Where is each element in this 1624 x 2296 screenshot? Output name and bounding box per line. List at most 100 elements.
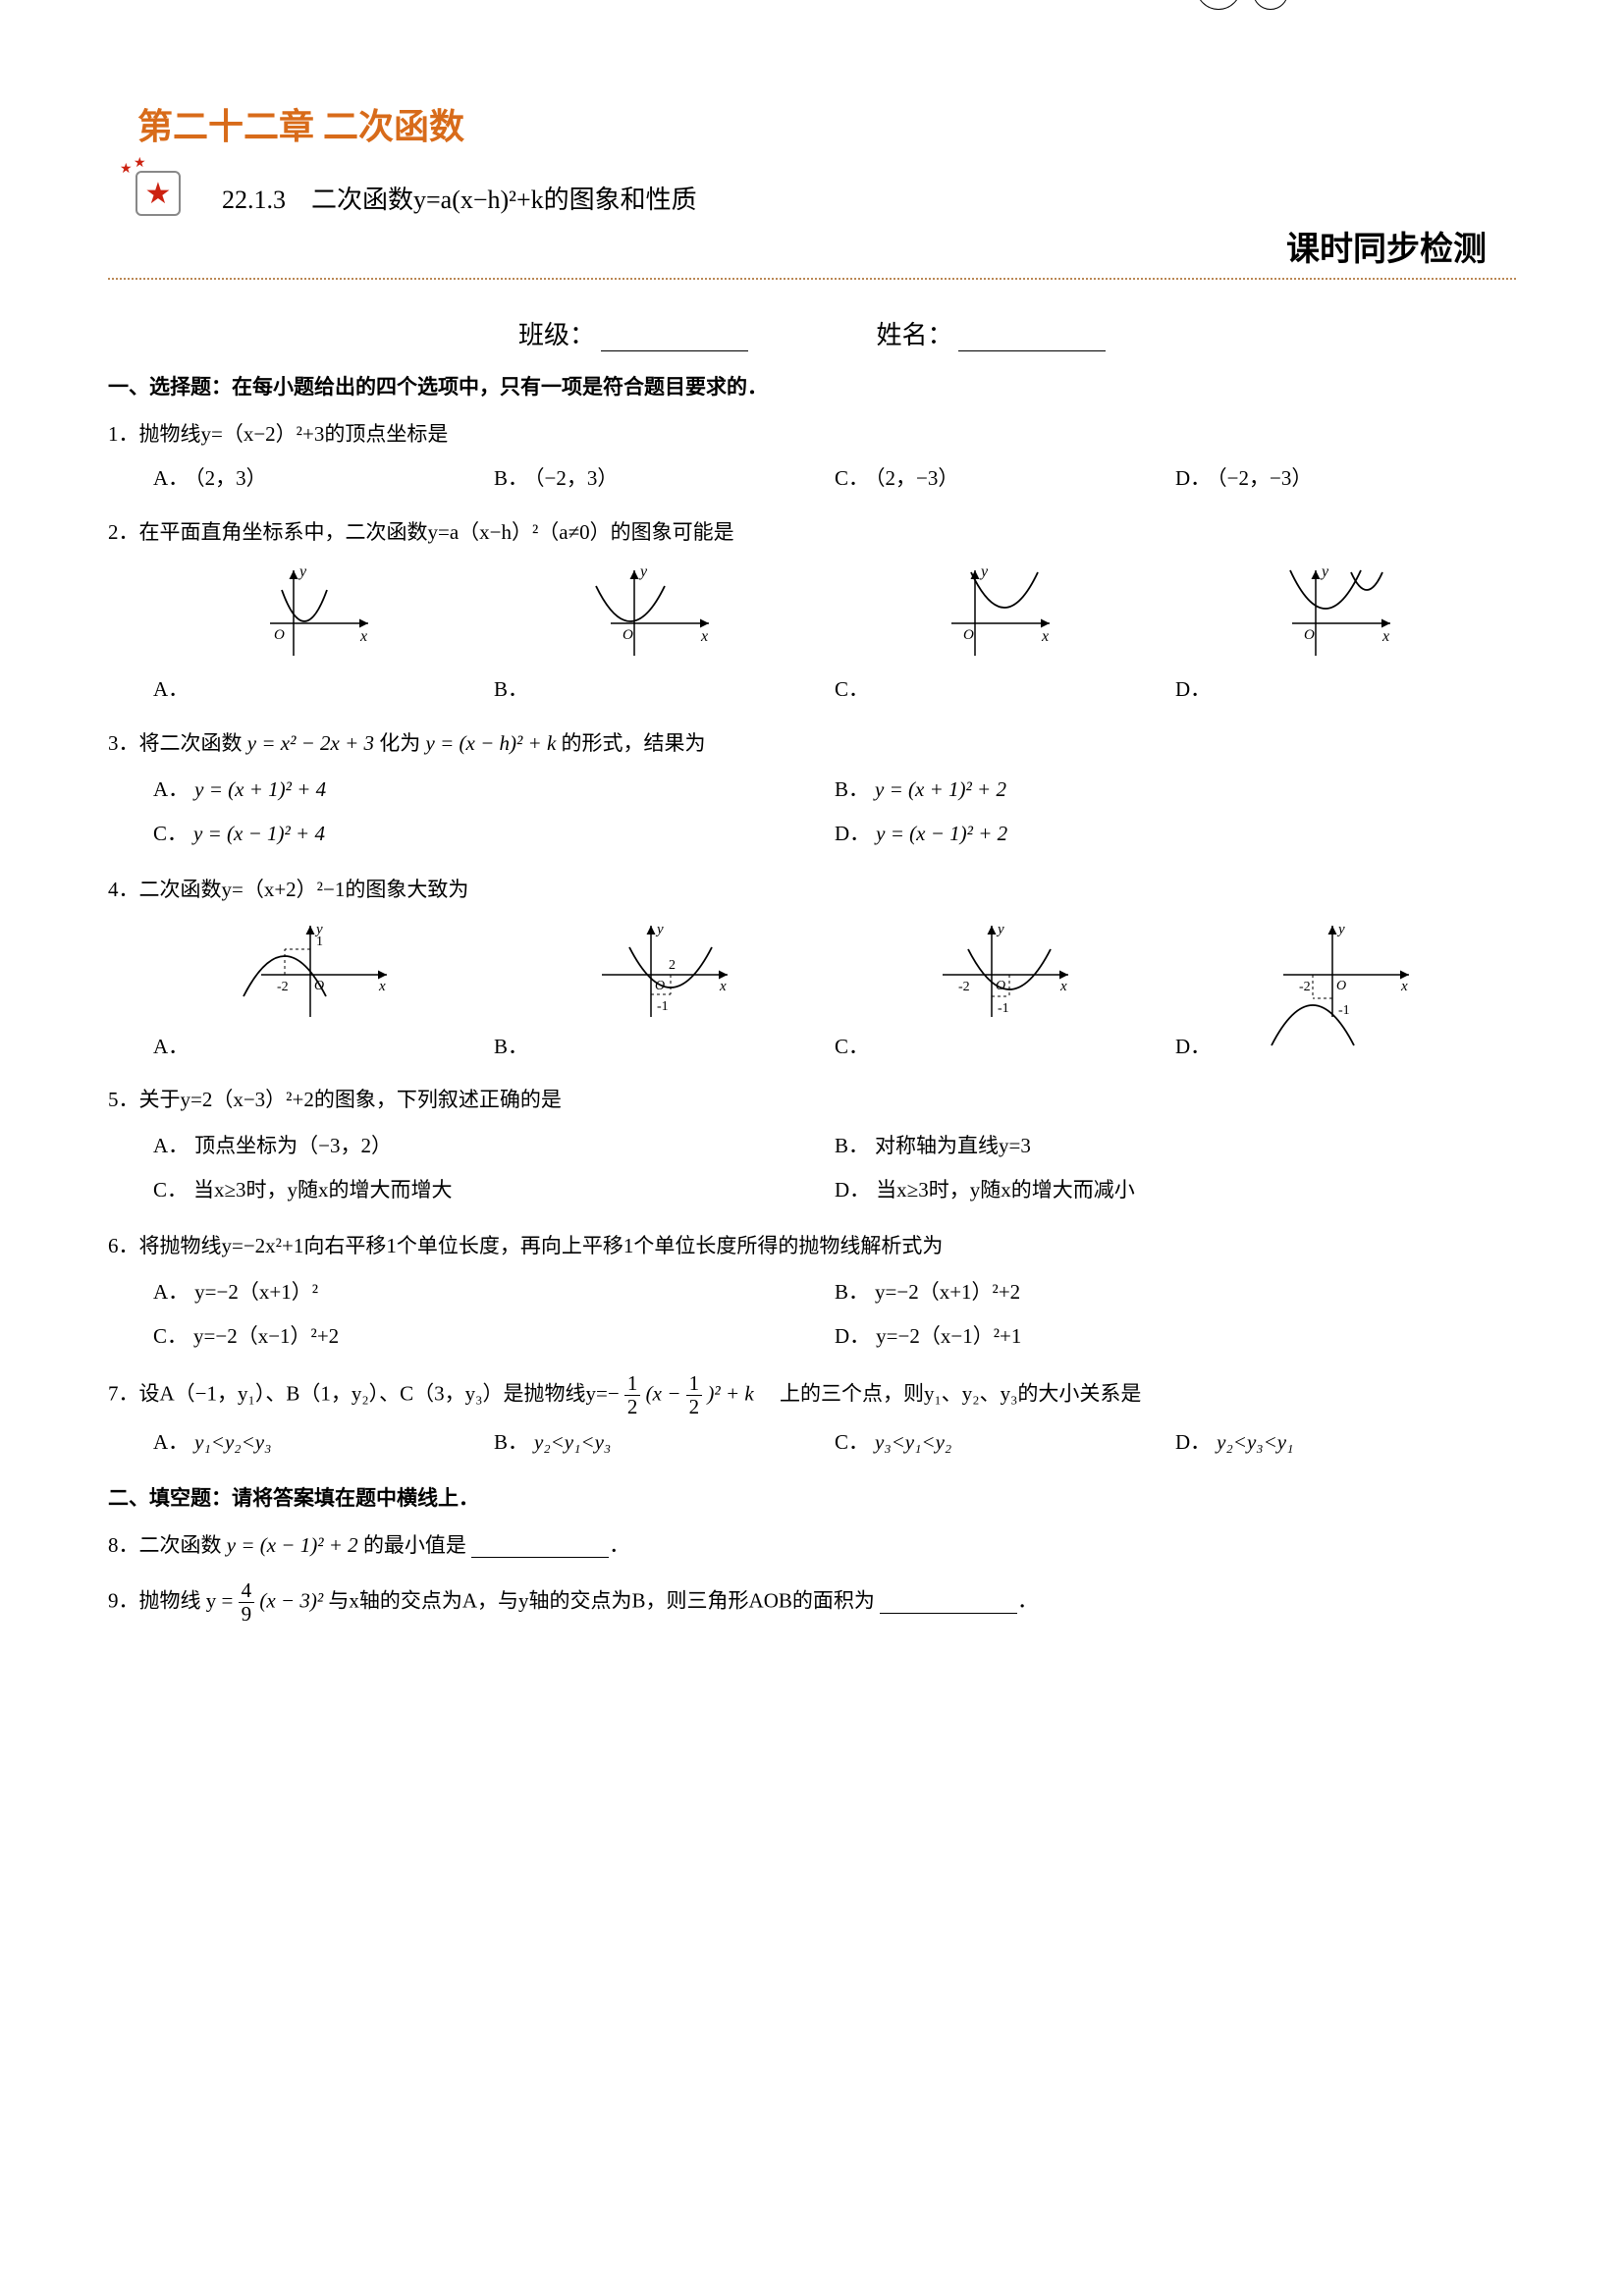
- q7: 7．设A（−1，y₁）、B（1，y₂）、C（3，y₃）是抛物线y=− 12 (x…: [108, 1372, 1516, 1463]
- section1-head: 一、选择题：在每小题给出的四个选项中，只有一项是符合题目要求的．: [108, 371, 1516, 400]
- q8: 8．二次函数 y = (x − 1)² + 2 的最小值是 ．: [108, 1525, 1516, 1566]
- q8-blank[interactable]: [471, 1533, 609, 1558]
- q8-pre: 8．二次函数: [108, 1533, 227, 1557]
- svg-text:x: x: [719, 979, 727, 994]
- q4-fig-A[interactable]: xyO-21A．: [153, 920, 494, 1067]
- q9-tail: (x − 3)²: [259, 1589, 323, 1613]
- star-decor: ★ ★ ★: [118, 157, 187, 216]
- svg-text:O: O: [996, 979, 1005, 993]
- svg-text:y: y: [996, 922, 1004, 937]
- section-title: 22.1.3 二次函数y=a(x−h)²+k的图象和性质: [222, 180, 697, 216]
- svg-text:x: x: [1059, 979, 1067, 994]
- svg-text:O: O: [1336, 979, 1346, 993]
- q3-optC[interactable]: C．y = (x − 1)² + 4: [153, 812, 835, 856]
- q1-optB[interactable]: B．（−2，3）: [494, 458, 835, 499]
- q5-optA[interactable]: A．顶点坐标为（−3，2）: [153, 1124, 835, 1168]
- q7-optD[interactable]: D．y₂<y₃<y₁: [1175, 1422, 1516, 1463]
- q5-text: 5．关于y=2（x−3）²+2的图象，下列叙述正确的是: [108, 1088, 562, 1111]
- q3-optD[interactable]: D．y = (x − 1)² + 2: [835, 812, 1516, 856]
- svg-text:O: O: [274, 627, 285, 643]
- svg-text:-2: -2: [1299, 980, 1311, 994]
- q1: 1．抛物线y=（x−2）²+3的顶点坐标是 A．（2，3） B．（−2，3） C…: [108, 414, 1516, 499]
- q1-text: 1．抛物线y=（x−2）²+3的顶点坐标是: [108, 422, 448, 446]
- q5-optC[interactable]: C．当x≥3时，y随x的增大而增大: [153, 1168, 835, 1212]
- q9-post: 与x轴的交点为A，与y轴的交点为B，则三角形AOB的面积为: [328, 1589, 875, 1613]
- svg-text:x: x: [378, 979, 386, 994]
- q6-optA[interactable]: A．y=−2（x+1）²: [153, 1270, 835, 1314]
- q3-pre: 3．将二次函数: [108, 731, 247, 755]
- q7-optA[interactable]: A．y₁<y₂<y₃: [153, 1422, 494, 1463]
- svg-text:x: x: [700, 628, 708, 645]
- q7-post: 上的三个点，则y₁、y₂、y₃的大小关系是: [759, 1381, 1141, 1405]
- svg-text:O: O: [314, 979, 324, 993]
- q7-optC[interactable]: C．y₃<y₁<y₂: [835, 1422, 1175, 1463]
- svg-text:x: x: [1381, 628, 1389, 645]
- q6-optD[interactable]: D．y=−2（x−1）²+1: [835, 1314, 1516, 1359]
- circle-icon: [1253, 0, 1288, 10]
- svg-text:y: y: [638, 563, 648, 580]
- banner-text: 课时同步检测: [108, 222, 1516, 270]
- name-label: 姓名：: [877, 321, 953, 349]
- q6-text: 6．将抛物线y=−2x²+1向右平移1个单位长度，再向上平移1个单位长度所得的抛…: [108, 1234, 943, 1257]
- q2-fig-D[interactable]: xyOD．: [1175, 562, 1516, 710]
- chapter-title: 第二十二章 二次函数: [137, 98, 1516, 149]
- svg-text:y: y: [298, 563, 307, 580]
- q5: 5．关于y=2（x−3）²+2的图象，下列叙述正确的是 A．顶点坐标为（−3，2…: [108, 1080, 1516, 1212]
- q2-fig-B[interactable]: xyOB．: [494, 562, 835, 710]
- q2-fig-A[interactable]: xyOA．: [153, 562, 494, 710]
- section-row: ★ ★ ★ 22.1.3 二次函数y=a(x−h)²+k的图象和性质 ◔ ✒: [108, 167, 1516, 216]
- svg-text:-1: -1: [1338, 1003, 1350, 1018]
- q7-frac2: 12: [686, 1372, 703, 1418]
- q3-optB[interactable]: B．y = (x + 1)² + 2: [835, 768, 1516, 812]
- svg-text:-1: -1: [657, 999, 669, 1014]
- svg-text:-2: -2: [958, 980, 970, 994]
- q7-optB[interactable]: B．y₂<y₁<y₃: [494, 1422, 835, 1463]
- q1-optD[interactable]: D．（−2，−3）: [1175, 458, 1516, 499]
- q8-end: ．: [609, 1533, 629, 1557]
- banner-row: 课时同步检测: [108, 222, 1516, 280]
- svg-text:y: y: [655, 922, 664, 937]
- q4-figs: xyO-21A．xyO2-1B．xyO-2-1C．xyO-2-1D．: [153, 920, 1516, 1067]
- q2-fig-C[interactable]: xyOC．: [835, 562, 1175, 710]
- q8-expr: y = (x − 1)² + 2: [227, 1533, 358, 1557]
- q7-frac1: 12: [624, 1372, 641, 1418]
- section2-head: 二、填空题：请将答案填在题中横线上．: [108, 1482, 1516, 1512]
- svg-text:O: O: [655, 979, 665, 993]
- svg-text:x: x: [359, 628, 367, 645]
- q6-optB[interactable]: B．y=−2（x+1）²+2: [835, 1270, 1516, 1314]
- svg-text:x: x: [1400, 979, 1408, 994]
- q7-pre: 7．设A（−1，y₁）、B（1，y₂）、C（3，y₃）是抛物线y=−: [108, 1381, 620, 1405]
- q3-rhs: y = (x − h)² + k: [426, 731, 557, 755]
- q9-frac: 49: [239, 1579, 255, 1626]
- q4-fig-B[interactable]: xyO2-1B．: [494, 920, 835, 1067]
- svg-text:y: y: [1320, 563, 1329, 580]
- q7-after: )² + k: [707, 1381, 753, 1405]
- class-blank[interactable]: [601, 329, 748, 351]
- q6-optC[interactable]: C．y=−2（x−1）²+2: [153, 1314, 835, 1359]
- q4-text: 4．二次函数y=（x+2）²−1的图象大致为: [108, 878, 468, 901]
- page: 第二十二章 二次函数 ★ ★ ★ 22.1.3 二次函数y=a(x−h)²+k的…: [0, 0, 1624, 1696]
- q9-blank[interactable]: [880, 1589, 1017, 1614]
- q9-pre: 9．抛物线: [108, 1589, 206, 1613]
- q5-optB[interactable]: B．对称轴为直线y=3: [835, 1124, 1516, 1168]
- q3: 3．将二次函数 y = x² − 2x + 3 化为 y = (x − h)² …: [108, 723, 1516, 856]
- q7-mid: (x −: [646, 1381, 686, 1405]
- q5-optD[interactable]: D．当x≥3时，y随x的增大而减小: [835, 1168, 1516, 1212]
- q4-fig-D[interactable]: xyO-2-1D．: [1175, 920, 1516, 1067]
- banner-icons: ◔ ✒: [1196, 0, 1379, 10]
- svg-text:O: O: [963, 627, 974, 643]
- q8-post: 的最小值是: [363, 1533, 466, 1557]
- q1-optC[interactable]: C．（2，−3）: [835, 458, 1175, 499]
- q2-text: 2．在平面直角坐标系中，二次函数y=a（x−h）²（a≠0）的图象可能是: [108, 520, 734, 544]
- pen-icon: ✒: [1300, 0, 1379, 10]
- q1-optA[interactable]: A．（2，3）: [153, 458, 494, 499]
- q4: 4．二次函数y=（x+2）²−1的图象大致为 xyO-21A．xyO2-1B．x…: [108, 870, 1516, 1067]
- svg-text:O: O: [623, 627, 633, 643]
- svg-text:x: x: [1041, 628, 1049, 645]
- q4-fig-C[interactable]: xyO-2-1C．: [835, 920, 1175, 1067]
- svg-text:y: y: [1336, 922, 1345, 937]
- q3-optA[interactable]: A．y = (x + 1)² + 4: [153, 768, 835, 812]
- q3-lhs: y = x² − 2x + 3: [247, 731, 374, 755]
- name-blank[interactable]: [958, 329, 1106, 351]
- svg-text:-2: -2: [277, 980, 289, 994]
